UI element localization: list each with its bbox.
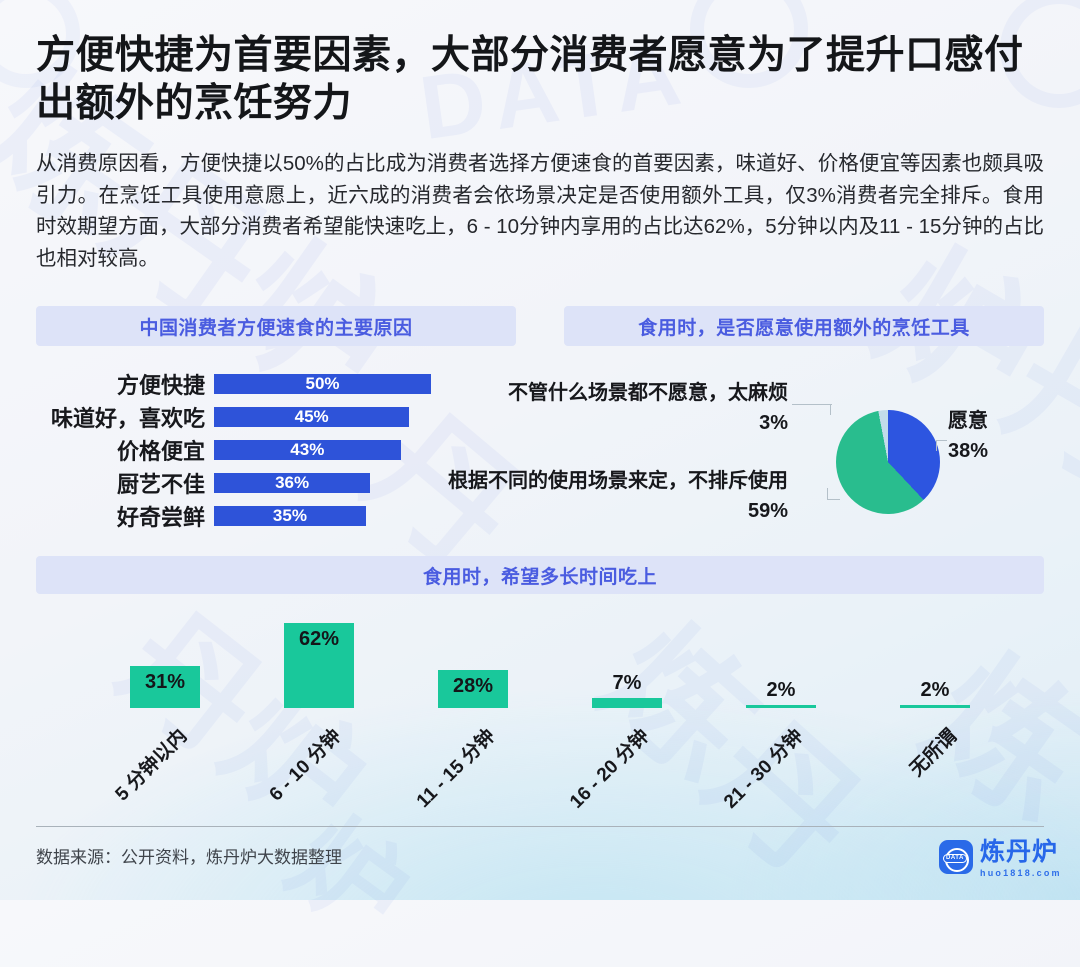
time-bar-value: 7% <box>612 672 642 695</box>
reason-bar-chart: 中国消费者方便速食的主要原因 方便快捷 50% 味道好，喜欢吃 45% 价格便宜 43% 厨… <box>36 306 516 532</box>
time-chart-title: 食用时，希望多长时间吃上 <box>36 556 1044 594</box>
leader-line <box>936 440 947 441</box>
pie-chart-title: 食用时，是否愿意使用额外的烹饪工具 <box>564 306 1044 346</box>
cooking-tools-pie-chart: 食用时，是否愿意使用额外的烹饪工具 不管什么场景都不愿意，太麻烦 3% 根据不同… <box>448 306 1044 566</box>
reason-bar-rows: 方便快捷 50% 味道好，喜欢吃 45% 价格便宜 43% 厨艺不佳 36% 好奇尝鲜 35% <box>36 367 516 532</box>
infographic: 方便快捷为首要因素，大部分消费者愿意为了提升口感付出额外的烹饪努力 从消费原因看… <box>36 34 1062 878</box>
time-category-label: 无所谓 <box>906 725 962 781</box>
pie-label-unwilling: 不管什么场景都不愿意，太麻烦 3% <box>508 378 788 438</box>
page-title: 方便快捷为首要因素，大部分消费者愿意为了提升口感付出额外的烹饪努力 <box>36 34 1024 125</box>
reason-category-label: 方便快捷 <box>116 372 205 398</box>
reason-category-label: 价格便宜 <box>116 438 205 464</box>
reason-bar: 45% <box>214 406 410 427</box>
brand-logo: DATA 炼丹炉 huo1818.com <box>939 840 1062 878</box>
brand-name: 炼丹炉 <box>980 838 1059 866</box>
reason-chart-title: 中国消费者方便速食的主要原因 <box>36 306 516 346</box>
time-bar-value: 31% <box>144 670 186 693</box>
leader-line <box>936 440 937 451</box>
reason-bar: 43% <box>214 439 401 460</box>
brand-logo-icon: DATA <box>939 840 973 874</box>
time-category-label: 5 分钟以内 <box>111 725 192 806</box>
pie-label-willing: 愿意 38% <box>948 406 988 466</box>
time-bar-value: 2% <box>920 679 950 701</box>
time-bar-value: 28% <box>452 674 494 697</box>
pie-label-depends-value: 59% <box>747 500 788 522</box>
time-category-label: 11 - 15 分钟 <box>412 725 500 813</box>
pie-label-willing-text: 愿意 <box>948 410 988 432</box>
leader-line <box>827 499 840 500</box>
pie-label-unwilling-text: 不管什么场景都不愿意，太麻烦 <box>508 382 788 404</box>
pie <box>836 410 940 514</box>
brand-site-url: huo1818.com <box>980 868 1062 878</box>
data-badge-icon: DATA <box>943 854 967 863</box>
time-category-label: 16 - 20 分钟 <box>566 725 654 813</box>
data-source-note: 数据来源：公开资料，炼丹炉大数据整理 <box>36 848 342 867</box>
leader-line <box>792 404 832 405</box>
time-category-label: 21 - 30 分钟 <box>720 725 808 813</box>
pie-label-depends-text: 根据不同的使用场景来定，不排斥使用 <box>448 470 788 492</box>
intro-paragraph: 从消费原因看，方便快捷以50%的占比成为消费者选择方便速食的首要因素，味道好、价… <box>36 152 1044 270</box>
brand-text: 炼丹炉 huo1818.com <box>980 838 1062 879</box>
reason-row: 好奇尝鲜 35% <box>36 499 516 532</box>
reason-row: 厨艺不佳 36% <box>36 466 516 499</box>
time-category-label: 6 - 10 分钟 <box>265 725 346 806</box>
reason-bar: 36% <box>214 472 371 493</box>
reason-row: 味道好，喜欢吃 45% <box>36 400 516 433</box>
time-bar-value: 62% <box>298 628 340 650</box>
reason-category-label: 味道好，喜欢吃 <box>50 405 205 431</box>
time-bar <box>592 698 662 708</box>
pie-label-depends: 根据不同的使用场景来定，不排斥使用 59% <box>448 466 788 526</box>
leader-line <box>827 488 828 500</box>
time-bar <box>130 665 200 708</box>
pie-label-unwilling-value: 3% <box>759 412 788 434</box>
pie-label-willing-value: 38% <box>948 440 989 462</box>
reason-category-label: 厨艺不佳 <box>116 471 205 497</box>
leader-line <box>830 404 831 415</box>
time-bar <box>284 623 354 708</box>
time-bar <box>438 669 508 708</box>
reason-bar: 50% <box>214 373 431 394</box>
time-bar-chart: 食用时，希望多长时间吃上 31% 5 分钟以内 62% 6 - 10 分钟 28% 11 … <box>36 556 1044 821</box>
reason-row: 方便快捷 50% <box>36 367 516 400</box>
reason-category-label: 好奇尝鲜 <box>116 504 205 530</box>
reason-row: 价格便宜 43% <box>36 433 516 466</box>
time-bar <box>746 705 816 708</box>
time-bar-value: 2% <box>766 679 796 701</box>
footer-divider <box>36 826 1044 827</box>
reason-bar: 35% <box>214 505 366 526</box>
time-bar <box>900 705 970 708</box>
